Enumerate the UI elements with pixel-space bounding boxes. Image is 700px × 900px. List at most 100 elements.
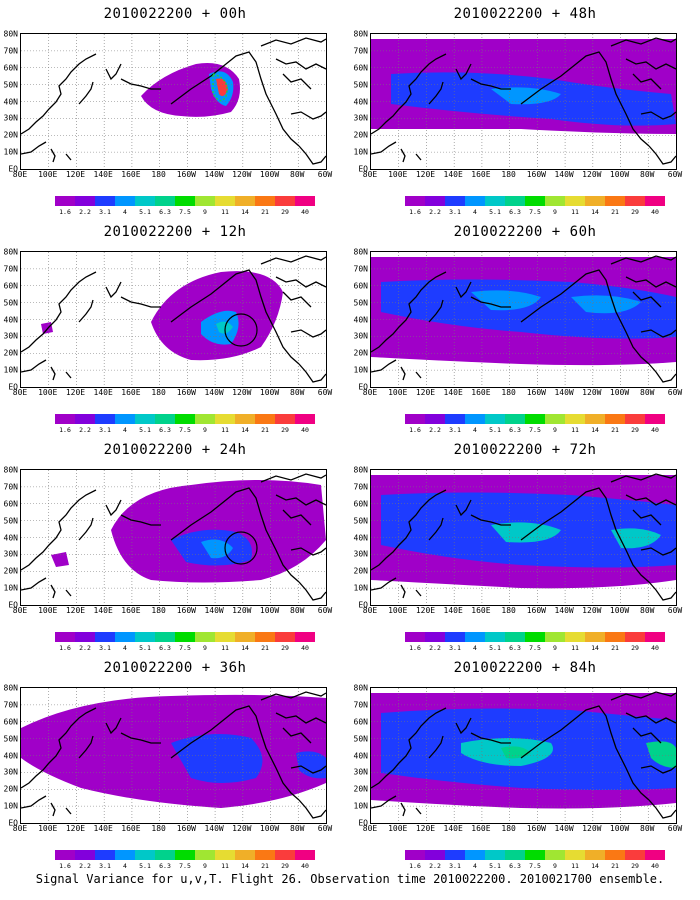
map-panel: 2010022200 + 84h 80N 70N 60N 50N 40N 30N 20N 10N… (350, 654, 700, 876)
lat-tick-label: 20N (353, 130, 368, 140)
lon-tick-label: 100E (388, 606, 408, 615)
coastline (625, 712, 676, 724)
colorbar-swatch (425, 632, 445, 642)
coastline (371, 359, 397, 373)
lat-tick-label: 70N (3, 264, 18, 274)
colorbar-tick-label: 14 (241, 426, 249, 434)
colorbar-swatch (525, 632, 545, 642)
variance-region (491, 522, 561, 543)
coastline (21, 489, 97, 571)
coastline (455, 63, 472, 81)
lon-tick-label: 80E (12, 170, 28, 179)
colorbar-tick-label: 14 (241, 208, 249, 216)
lon-tick-label: 80W (290, 388, 305, 397)
coastline (260, 473, 326, 483)
lat-tick-label: 70N (3, 46, 18, 56)
lat-tick-label: 60N (353, 63, 368, 73)
coastline (170, 705, 300, 801)
colorbar-tick-label: 9 (553, 644, 557, 652)
lon-tick-label: 80W (640, 170, 655, 179)
colorbar-swatch (115, 414, 135, 424)
lon-tick-label: 120E (415, 606, 436, 615)
coastline (290, 765, 326, 774)
coastline (170, 487, 300, 583)
coastline (371, 489, 447, 571)
colorbar-tick-label: 1.6 (59, 862, 71, 870)
lon-tick-label: 60W (667, 170, 683, 179)
coastline (648, 799, 676, 819)
colorbar (55, 632, 315, 642)
lon-tick-label: 160W (526, 170, 546, 179)
colorbar-swatch (505, 414, 525, 424)
coastline (50, 366, 56, 381)
lon-tick-label: 120W (582, 606, 602, 615)
colorbar-ticks: 1.6 2.2 3.1 4 5.1 6.3 7.5 9 11 14 21 29 40 (405, 208, 665, 218)
colorbar-tick-label: 2.2 (79, 208, 91, 216)
colorbar-swatch (155, 414, 175, 424)
colorbar-tick-label: 1.6 (59, 426, 71, 434)
colorbar-swatch (255, 632, 275, 642)
coastline (470, 296, 511, 308)
lon-tick-label: 80W (640, 388, 655, 397)
colorbar-tick-label: 40 (301, 862, 309, 870)
colorbar-swatch (295, 414, 315, 424)
coastline (21, 707, 97, 789)
colorbar-swatch (255, 196, 275, 206)
variance-region (381, 279, 676, 339)
colorbar-tick-label: 7.5 (529, 208, 541, 216)
colorbar-swatch (175, 414, 195, 424)
lat-tick-label: 30N (3, 549, 18, 559)
colorbar-tick-label: 5.1 (489, 426, 501, 434)
coastline (640, 547, 676, 556)
colorbar-swatch (275, 196, 295, 206)
coastline (260, 255, 326, 265)
colorbar-tick-label: 4 (473, 862, 477, 870)
lat-tick-label: 20N (353, 566, 368, 576)
longitude-labels: 80E 100E 120E 140E 160E 180 160W 140W 120W 100W 80… (363, 824, 682, 836)
variance-region (41, 322, 53, 334)
lon-tick-label: 160E (471, 824, 491, 833)
colorbar-tick-label: 14 (591, 208, 599, 216)
colorbar-tick-label: 14 (591, 426, 599, 434)
colorbar-swatch (175, 196, 195, 206)
colorbar-tick-label: 3.1 (99, 862, 111, 870)
map-plot (20, 251, 327, 388)
lon-tick-label: 120E (415, 170, 436, 179)
lon-tick-label: 80W (640, 606, 655, 615)
coastline (120, 732, 161, 744)
colorbar (405, 632, 665, 642)
lat-tick-label: 20N (353, 784, 368, 794)
colorbar-tick-label: 3.1 (99, 644, 111, 652)
coastline (21, 271, 97, 353)
latitude-labels: 80N 70N 60N 50N 40N 30N 20N 10N EQ (0, 248, 20, 392)
colorbar-swatch (645, 850, 665, 860)
colorbar-tick-label: 3.1 (99, 208, 111, 216)
colorbar-swatch (465, 414, 485, 424)
colorbar-tick-label: 6.3 (509, 644, 521, 652)
lon-tick-label: 100W (609, 824, 630, 833)
colorbar-swatch (505, 632, 525, 642)
coastline (65, 589, 72, 597)
latitude-labels: 80N 70N 60N 50N 40N 30N 20N 10N EQ (350, 248, 370, 392)
lon-tick-label: 140E (443, 606, 463, 615)
colorbar-tick-label: 21 (261, 862, 269, 870)
variance-region (216, 321, 233, 334)
variance-region (51, 552, 69, 567)
colorbar-tick-label: 14 (241, 862, 249, 870)
lat-tick-label: 50N (3, 734, 18, 744)
colorbar-swatch (255, 414, 275, 424)
colorbar-tick-label: 6.3 (159, 426, 171, 434)
lat-tick-label: 40N (3, 533, 18, 542)
coastline (371, 795, 397, 809)
colorbar-tick-label: 14 (591, 644, 599, 652)
lon-tick-label: 160E (121, 388, 141, 397)
coastline (625, 58, 676, 70)
colorbar-tick-label: 2.2 (79, 862, 91, 870)
figure-caption: Signal Variance for u,v,T. Flight 26. Ob… (35, 872, 665, 886)
lon-tick-label: 100W (259, 170, 280, 179)
colorbar-tick-label: 2.2 (429, 862, 441, 870)
lat-tick-label: 20N (3, 784, 18, 794)
coastline (105, 717, 122, 735)
colorbar-tick-label: 5.1 (139, 208, 151, 216)
lat-tick-label: 20N (3, 348, 18, 358)
